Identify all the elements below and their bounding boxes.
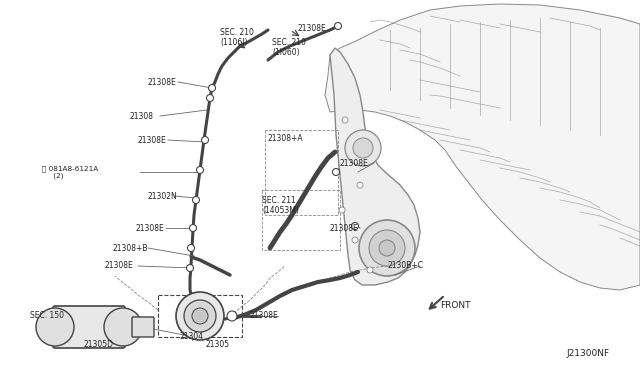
Text: 21304: 21304: [180, 332, 204, 341]
Circle shape: [186, 264, 193, 272]
Circle shape: [357, 182, 363, 188]
Text: SEC. 210
(1I060): SEC. 210 (1I060): [272, 38, 306, 57]
Circle shape: [193, 196, 200, 203]
Text: 21308+B: 21308+B: [112, 244, 147, 253]
Text: SEC. 211
(14053M): SEC. 211 (14053M): [262, 196, 299, 215]
Text: 21308E: 21308E: [148, 77, 177, 87]
Polygon shape: [330, 48, 420, 285]
Circle shape: [342, 117, 348, 123]
FancyBboxPatch shape: [53, 306, 125, 348]
Text: 2130B+C: 2130B+C: [388, 262, 424, 270]
Text: 21308E: 21308E: [136, 224, 164, 232]
Text: 21308E: 21308E: [104, 262, 132, 270]
Text: 21308+A: 21308+A: [268, 134, 303, 142]
Circle shape: [351, 222, 358, 230]
Circle shape: [333, 169, 339, 176]
Circle shape: [202, 137, 209, 144]
Circle shape: [188, 244, 195, 251]
Circle shape: [339, 207, 345, 213]
Bar: [158, 295, 242, 337]
Circle shape: [367, 267, 373, 273]
Text: 21308E: 21308E: [138, 135, 167, 144]
Circle shape: [335, 22, 342, 29]
Polygon shape: [325, 4, 640, 290]
Circle shape: [184, 300, 216, 332]
Circle shape: [36, 308, 74, 346]
Text: 21305: 21305: [206, 340, 230, 349]
Text: 21308E: 21308E: [250, 311, 279, 321]
Circle shape: [345, 130, 381, 166]
Circle shape: [359, 220, 415, 276]
Text: 21308E: 21308E: [340, 158, 369, 167]
Circle shape: [379, 240, 395, 256]
Text: Ⓑ 081A8-6121A
     (2): Ⓑ 081A8-6121A (2): [42, 165, 99, 179]
Circle shape: [209, 84, 216, 92]
Circle shape: [207, 94, 214, 102]
Circle shape: [352, 237, 358, 243]
Text: FRONT: FRONT: [440, 301, 470, 311]
Circle shape: [189, 224, 196, 231]
Circle shape: [369, 230, 405, 266]
Circle shape: [192, 308, 208, 324]
Text: 21305D: 21305D: [83, 340, 113, 349]
Text: 21302N: 21302N: [148, 192, 178, 201]
Text: 21308E: 21308E: [298, 23, 327, 32]
Circle shape: [176, 292, 224, 340]
Text: SEC. 150: SEC. 150: [30, 311, 64, 320]
Text: J21300NF: J21300NF: [567, 349, 610, 358]
Text: 21308E: 21308E: [330, 224, 359, 232]
Circle shape: [227, 311, 237, 321]
FancyBboxPatch shape: [132, 317, 154, 337]
Circle shape: [196, 167, 204, 173]
Circle shape: [104, 308, 142, 346]
Circle shape: [353, 138, 373, 158]
Text: SEC. 210
(1106I): SEC. 210 (1106I): [220, 28, 254, 47]
Text: 21308: 21308: [130, 112, 154, 121]
